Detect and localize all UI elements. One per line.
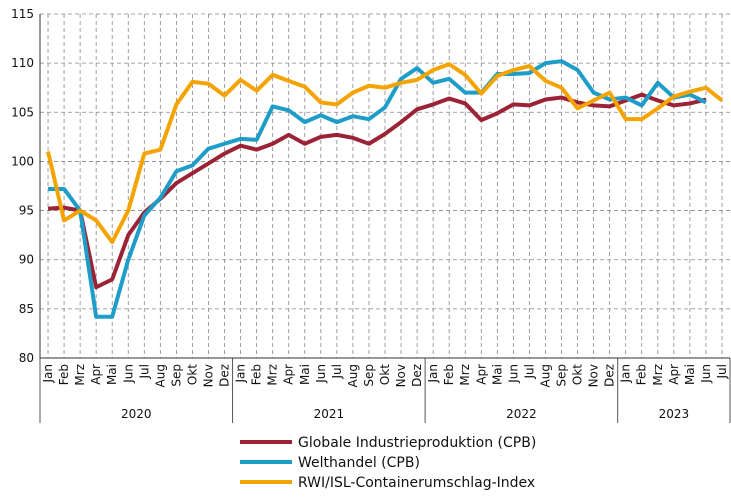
x-tick-label: Aug bbox=[346, 364, 360, 387]
x-tick-label: Apr bbox=[282, 364, 296, 385]
x-tick-label: Jan bbox=[41, 364, 55, 384]
legend-label: RWI/ISL-Containerumschlag-Index bbox=[298, 475, 535, 491]
year-label: 2022 bbox=[506, 407, 537, 421]
legend-label: Globale Industrieproduktion (CPB) bbox=[298, 435, 536, 451]
x-tick-label: Mai bbox=[490, 364, 504, 385]
series-line bbox=[47, 92, 707, 290]
x-tick-label: Feb bbox=[57, 364, 71, 385]
x-tick-label: Jan bbox=[234, 364, 248, 384]
x-tick-label: Mrz bbox=[651, 364, 665, 386]
x-tick-label: Jun bbox=[506, 364, 520, 384]
y-tick-label: 100 bbox=[11, 154, 34, 168]
x-tick-label: Jul bbox=[330, 364, 344, 379]
x-tick-label: Jul bbox=[137, 364, 151, 379]
x-tick-label: Jul bbox=[715, 364, 729, 379]
x-tick-label: Apr bbox=[667, 364, 681, 385]
x-tick-label: Jul bbox=[522, 364, 536, 379]
year-label: 2020 bbox=[121, 407, 152, 421]
year-label: 2021 bbox=[314, 407, 345, 421]
x-tick-label: Mrz bbox=[458, 364, 472, 386]
x-tick-label: Okt bbox=[185, 364, 199, 385]
x-tick-label: Nov bbox=[587, 364, 601, 387]
y-tick-label: 95 bbox=[19, 204, 34, 218]
y-tick-label: 115 bbox=[11, 7, 34, 21]
legend-label: Welthandel (CPB) bbox=[298, 455, 420, 471]
x-tick-label: Aug bbox=[538, 364, 552, 387]
x-tick-label: Jun bbox=[121, 364, 135, 384]
x-tick-label: Sep bbox=[555, 364, 569, 387]
x-tick-label: Nov bbox=[394, 364, 408, 387]
x-tick-label: Dez bbox=[603, 364, 617, 387]
x-tick-label: Sep bbox=[362, 364, 376, 387]
x-tick-label: Mrz bbox=[266, 364, 280, 386]
x-tick-label: Apr bbox=[89, 364, 103, 385]
x-tick-label: Mai bbox=[298, 364, 312, 385]
x-tick-label: Feb bbox=[442, 364, 456, 385]
series-line bbox=[48, 59, 707, 319]
x-tick-label: Jan bbox=[426, 364, 440, 384]
y-tick-label: 80 bbox=[19, 351, 34, 365]
x-tick-label: Mrz bbox=[73, 364, 87, 386]
x-tick-label: Okt bbox=[378, 364, 392, 385]
x-tick-label: Jan bbox=[619, 364, 633, 384]
x-tick-label: Dez bbox=[410, 364, 424, 387]
y-tick-label: 90 bbox=[19, 253, 34, 267]
x-tick-label: Feb bbox=[635, 364, 649, 385]
x-tick-label: Dez bbox=[218, 364, 232, 387]
x-tick-label: Nov bbox=[201, 364, 215, 387]
x-tick-label: Mai bbox=[683, 364, 697, 385]
y-tick-label: 110 bbox=[11, 56, 34, 70]
x-tick-label: Okt bbox=[571, 364, 585, 385]
series-line bbox=[46, 62, 724, 245]
x-tick-label: Aug bbox=[153, 364, 167, 387]
x-tick-label: Jun bbox=[699, 364, 713, 384]
x-tick-label: Apr bbox=[474, 364, 488, 385]
y-tick-label: 85 bbox=[19, 302, 34, 316]
x-tick-label: Feb bbox=[250, 364, 264, 385]
year-label: 2023 bbox=[659, 407, 690, 421]
x-tick-label: Mai bbox=[105, 364, 119, 385]
y-tick-label: 105 bbox=[11, 105, 34, 119]
x-tick-label: Sep bbox=[169, 364, 183, 387]
x-tick-label: Jun bbox=[314, 364, 328, 384]
